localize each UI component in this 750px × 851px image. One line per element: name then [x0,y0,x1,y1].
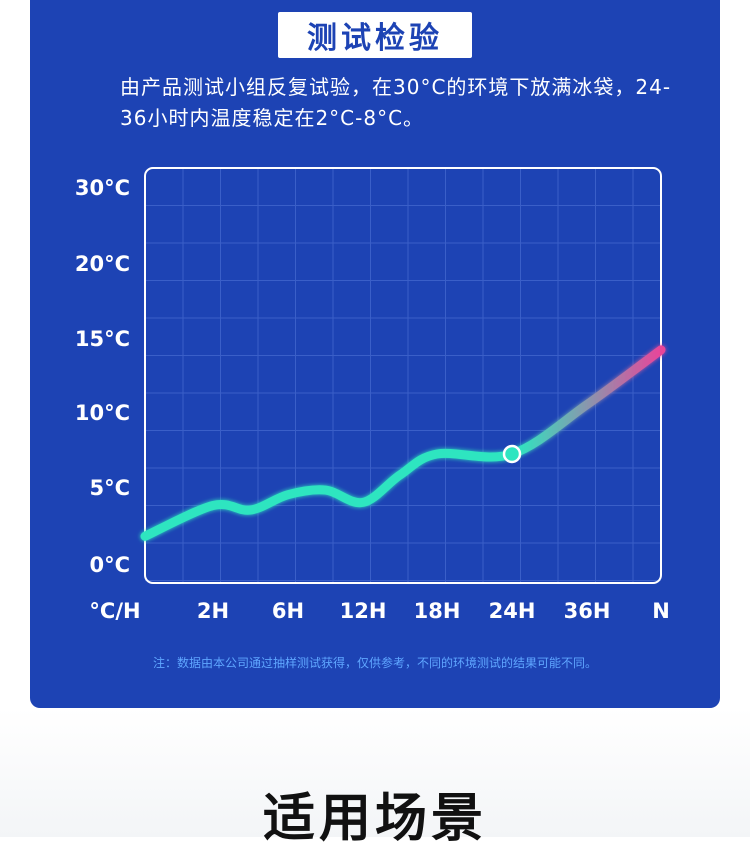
x-tick-label: N [652,599,670,623]
y-tick-label: 30°C [75,176,130,200]
y-tick-label: 10°C [75,401,130,425]
disclaimer-note: 注：数据由本公司通过抽样测试获得，仅供参考，不同的环境测试的结果可能不同。 [152,656,597,670]
y-tick-label: 5°C [89,476,130,500]
y-tick-label: 0°C [89,553,130,577]
x-tick-label: 18H [414,599,461,623]
section-title: 测试检验 [307,21,443,56]
x-tick-label: 12H [340,599,387,623]
y-tick-label: 20°C [75,252,130,276]
scenarios-title: 适用场景 [262,789,487,849]
x-tick-label: 24H [489,599,536,623]
x-tick-label: 36H [564,599,611,623]
section-title-box: 测试检验 [278,12,472,58]
x-axis-labels: °C/H 2H 6H 12H 18H 24H 36H N [89,599,669,623]
x-tick-label: °C/H [89,599,140,623]
footer-background [0,708,750,837]
temperature-chart: 0°C 5°C 10°C 15°C 20°C 30°C °C/H 2H 6H 12H 18H 24H… [75,167,670,623]
chart-grid [145,168,661,583]
x-tick-label: 6H [272,599,304,623]
y-axis-labels: 0°C 5°C 10°C 15°C 20°C 30°C [75,176,130,577]
series-line [140,345,666,541]
x-tick-label: 2H [197,599,229,623]
highlight-point [502,444,522,464]
chart-frame [144,167,662,584]
series-points [144,349,662,537]
y-tick-label: 15°C [75,327,130,351]
test-description: 由产品测试小组反复试验，在30°C的环境下放满冰袋，24-36小时内温度稳定在2… [120,75,672,130]
